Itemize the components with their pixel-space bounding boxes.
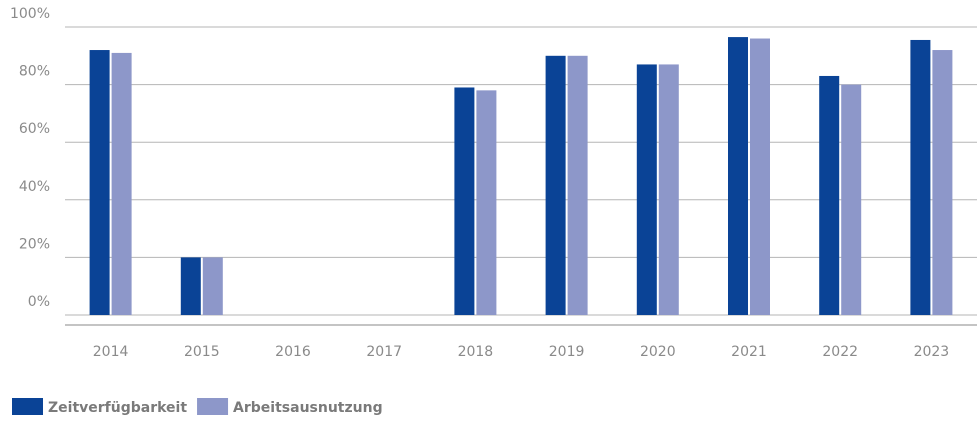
x-tick-label: 2018 [458, 344, 494, 360]
bar [567, 55, 588, 316]
x-tick-label: 2019 [549, 344, 585, 360]
bar [910, 39, 931, 316]
bar [111, 52, 132, 316]
bar [454, 87, 475, 315]
bar [545, 55, 566, 316]
x-tick-label: 2016 [275, 344, 311, 360]
legend-label: Zeitverfügbarkeit [48, 400, 187, 416]
bar [819, 75, 840, 316]
y-tick-label: 40% [19, 179, 50, 195]
x-tick-label: 2015 [184, 344, 220, 360]
bar [658, 64, 679, 315]
bar [89, 50, 110, 315]
legend-swatch [12, 398, 43, 415]
x-tick-label: 2020 [640, 344, 676, 360]
x-tick-label: 2014 [93, 344, 129, 360]
bar [476, 90, 497, 315]
legend-swatch [197, 398, 229, 415]
bar [932, 50, 953, 315]
y-tick-label: 80% [19, 64, 50, 80]
x-tick-label: 2017 [366, 344, 402, 360]
x-tick-label: 2022 [822, 344, 858, 360]
bar [202, 257, 223, 315]
bar [636, 64, 657, 315]
bar [180, 257, 201, 315]
x-tick-label: 2021 [731, 344, 767, 360]
y-tick-label: 100% [10, 6, 50, 22]
y-tick-label: 20% [19, 236, 50, 252]
bar [750, 38, 770, 316]
y-tick-label: 0% [28, 294, 50, 310]
bar [841, 84, 862, 315]
y-tick-label: 60% [19, 121, 50, 137]
x-tick-label: 2023 [914, 344, 950, 360]
legend-label: Arbeitsausnutzung [233, 400, 383, 416]
bar [728, 37, 748, 316]
